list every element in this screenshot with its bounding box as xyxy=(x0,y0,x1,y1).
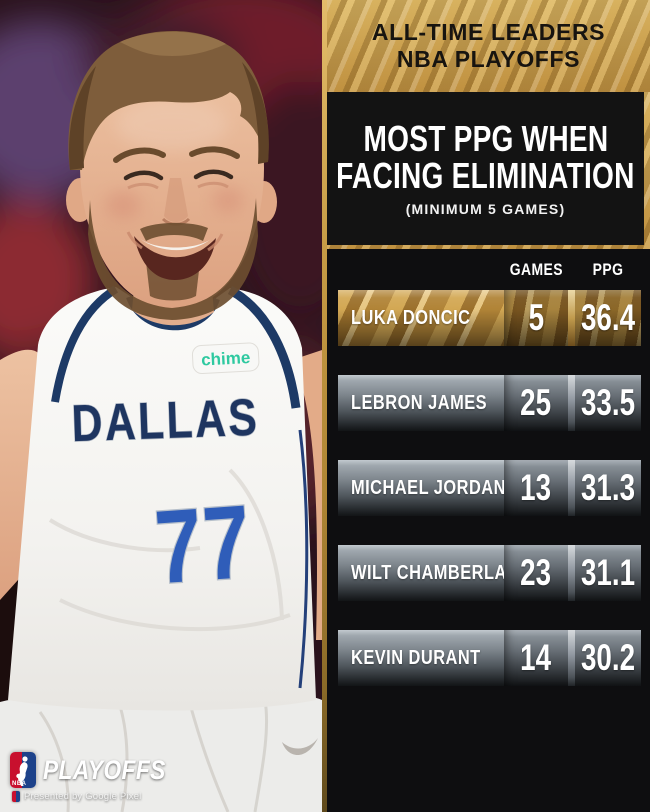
jersey-team-text: DALLAS xyxy=(71,389,261,453)
player-photo-art: chime DALLAS 77 xyxy=(0,0,322,812)
header-line-2: NBA PLAYOFFS xyxy=(396,46,581,72)
games-value: 13 xyxy=(520,467,552,508)
header-banner: ALL-TIME LEADERS NBA PLAYOFFS xyxy=(327,0,650,92)
chart-title-line-1: MOST PPG WHEN xyxy=(363,118,608,159)
player-name: LEBRON JAMES xyxy=(351,391,488,414)
jersey-team-wordmark: DALLAS xyxy=(70,388,261,454)
player-name: KEVIN DURANT xyxy=(351,646,481,669)
footer-lockup: NBA PLAYOFFS Presented by Google Pixel xyxy=(10,752,189,802)
ppg-cell: 36.4 xyxy=(575,290,641,346)
ppg-value: 36.4 xyxy=(581,297,636,338)
player-name: MICHAEL JORDAN xyxy=(351,476,504,499)
games-value: 5 xyxy=(528,297,544,338)
player-name-cell: LEBRON JAMES xyxy=(338,375,504,431)
ppg-cell: 31.3 xyxy=(575,460,641,516)
cell-separator xyxy=(568,375,575,431)
stats-panel: ALL-TIME LEADERS NBA PLAYOFFS MOST PPG W… xyxy=(327,0,650,812)
ppg-value: 33.5 xyxy=(581,382,636,423)
title-box: MOST PPG WHEN FACING ELIMINATION (MINIMU… xyxy=(327,92,644,245)
chime-logo-text: chime xyxy=(201,348,251,370)
header-line-1: ALL-TIME LEADERS xyxy=(371,19,606,45)
ppg-value: 31.3 xyxy=(581,467,636,508)
nba-logo-text: NBA xyxy=(12,781,27,787)
table-row: WILT CHAMBERLAIN 23 31.1 xyxy=(338,545,641,601)
player-name: LUKA DONCIC xyxy=(351,306,471,329)
cell-separator xyxy=(568,545,575,601)
player-name-cell: WILT CHAMBERLAIN xyxy=(338,545,504,601)
player-name: WILT CHAMBERLAIN xyxy=(351,561,504,584)
ppg-value: 30.2 xyxy=(581,637,636,678)
games-value: 23 xyxy=(520,552,552,593)
games-value: 25 xyxy=(520,382,552,423)
player-photo: chime DALLAS 77 xyxy=(0,0,322,812)
games-cell: 5 xyxy=(504,290,568,346)
chart-title-line-2: FACING ELIMINATION xyxy=(336,155,635,196)
games-cell: 23 xyxy=(504,545,568,601)
stats-table: GAMES PPG LUKA DONCIC 5 36.4 LEBRON JAME… xyxy=(327,249,650,812)
swoosh-icon xyxy=(282,738,318,756)
cell-separator xyxy=(568,630,575,686)
player-left-arm xyxy=(292,350,322,640)
games-cell: 13 xyxy=(504,460,568,516)
head xyxy=(66,31,277,320)
ppg-value: 31.1 xyxy=(581,552,636,593)
cell-separator xyxy=(568,460,575,516)
side-piping xyxy=(298,429,309,689)
player-name-cell: LUKA DONCIC xyxy=(338,290,504,346)
ppg-cell: 33.5 xyxy=(575,375,641,431)
ppg-cell: 30.2 xyxy=(575,630,641,686)
player-name-cell: KEVIN DURANT xyxy=(338,630,504,686)
games-value: 14 xyxy=(520,637,552,678)
column-header-games: GAMES xyxy=(509,259,563,279)
table-row: LEBRON JAMES 25 33.5 xyxy=(338,375,641,431)
mini-nba-icon xyxy=(12,791,20,802)
presented-by-text: Presented by Google Pixel xyxy=(24,791,142,802)
armhole-trim-right xyxy=(227,286,301,409)
table-row: KEVIN DURANT 14 30.2 xyxy=(338,630,641,686)
shorts xyxy=(0,691,322,812)
jersey-folds xyxy=(48,468,291,632)
shorts-folds xyxy=(38,699,269,812)
playoffs-wordmark: PLAYOFFS xyxy=(43,754,166,785)
jersey-number: 77 xyxy=(151,482,257,607)
column-header-ppg: PPG xyxy=(592,259,624,279)
title-band: MOST PPG WHEN FACING ELIMINATION (MINIMU… xyxy=(327,92,650,249)
cell-separator xyxy=(568,290,575,346)
armhole-trim-left xyxy=(51,285,119,403)
ppg-cell: 31.1 xyxy=(575,545,641,601)
gold-divider-strip xyxy=(322,0,327,812)
chart-subtitle: (MINIMUM 5 GAMES) xyxy=(405,201,566,217)
chime-patch: chime xyxy=(191,342,260,375)
nba-logo: NBA xyxy=(10,752,36,788)
table-row: MICHAEL JORDAN 13 31.3 xyxy=(338,460,641,516)
games-cell: 25 xyxy=(504,375,568,431)
table-row-highlight: LUKA DONCIC 5 36.4 xyxy=(338,290,641,346)
jersey-number-text: 77 xyxy=(152,483,256,605)
table-column-headers: GAMES PPG xyxy=(338,249,641,290)
player-name-cell: MICHAEL JORDAN xyxy=(338,460,504,516)
games-cell: 14 xyxy=(504,630,568,686)
jersey xyxy=(8,287,316,711)
